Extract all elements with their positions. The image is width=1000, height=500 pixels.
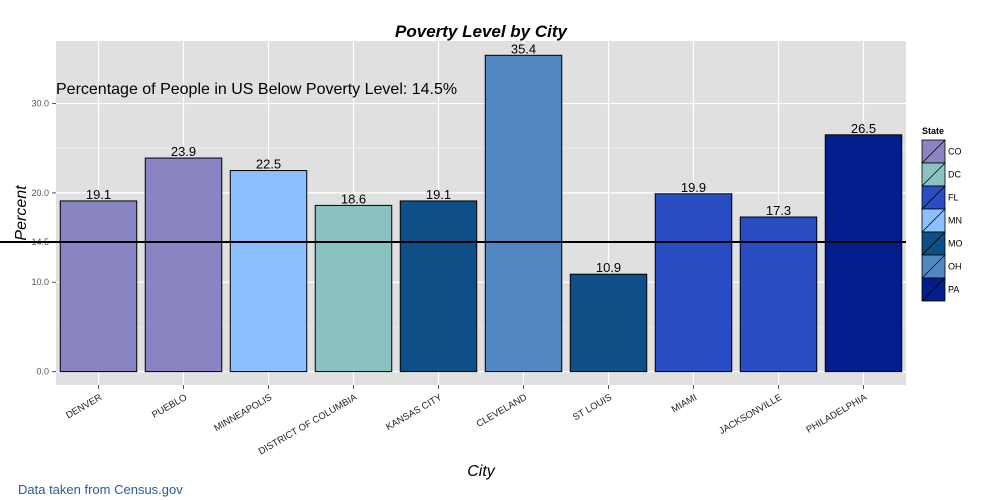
- legend-label: DC: [948, 170, 961, 180]
- legend-swatch-slash: [921, 254, 946, 279]
- chart-title: Poverty Level by City: [395, 22, 569, 41]
- legend-item-mo: MO: [921, 231, 963, 256]
- y-tick-label: 30.0: [31, 99, 49, 109]
- y-tick-label: 0.0: [36, 367, 49, 377]
- bar-value-label: 23.9: [171, 144, 196, 159]
- legend-swatch-slash: [921, 139, 946, 164]
- legend-swatch-slash: [921, 185, 946, 210]
- legend-item-co: CO: [921, 139, 962, 164]
- legend-label: OH: [948, 262, 962, 272]
- legend-swatch-slash: [921, 277, 946, 302]
- legend-item-pa: PA: [921, 277, 959, 302]
- x-tick-label: CLEVELAND: [475, 392, 530, 430]
- x-tick-label: ST LOUIS: [571, 392, 614, 423]
- bar-value-label: 17.3: [766, 203, 791, 218]
- x-tick-label: MINNEAPOLIS: [212, 392, 274, 434]
- bar-cleveland: [484, 54, 563, 373]
- legend-label: PA: [948, 285, 959, 295]
- x-tick-label: KANSAS CITY: [384, 392, 444, 433]
- bar-district-of-columbia: [314, 204, 393, 373]
- legend-swatch-slash: [921, 231, 946, 256]
- bar-denver: [59, 200, 138, 373]
- x-tick-label: DENVER: [64, 392, 104, 421]
- x-axis-title: City: [467, 463, 496, 480]
- bar-value-label: 19.9: [681, 180, 706, 195]
- legend-item-oh: OH: [921, 254, 962, 279]
- source-note: Data taken from Census.gov: [18, 482, 183, 497]
- y-axis: 0.010.014.520.030.0: [31, 99, 56, 377]
- bar-pueblo: [144, 157, 223, 373]
- legend-label: MO: [948, 239, 963, 249]
- x-tick-label: PUEBLO: [150, 392, 189, 421]
- bar-minneapolis: [229, 170, 308, 373]
- bar-value-label: 10.9: [596, 260, 621, 275]
- x-tick-label: MIAMI: [670, 392, 699, 415]
- legend-item-fl: FL: [921, 185, 959, 210]
- bar-jacksonville: [739, 216, 818, 373]
- legend-label: CO: [948, 147, 962, 157]
- legend-label: FL: [948, 193, 959, 203]
- legend-item-mn: MN: [921, 208, 962, 233]
- x-tick-label: PHILADELPHIA: [805, 392, 870, 436]
- bar-value-label: 19.1: [426, 187, 451, 202]
- legend-swatch-slash: [921, 162, 946, 187]
- legend: State CO DC FL MN MO OH PA: [921, 126, 963, 302]
- y-tick-label: 20.0: [31, 188, 49, 198]
- legend-swatch-slash: [921, 208, 946, 233]
- legend-title: State: [922, 126, 944, 136]
- bar-value-label: 19.1: [86, 187, 111, 202]
- legend-label: MN: [948, 216, 962, 226]
- bar-value-label: 22.5: [256, 157, 281, 172]
- bar-philadelphia: [824, 134, 903, 373]
- y-tick-label: 10.0: [31, 277, 49, 287]
- bar-st-louis: [569, 273, 648, 373]
- bar-value-label: 18.6: [341, 191, 366, 206]
- legend-item-dc: DC: [921, 162, 961, 187]
- data-labels: 19.1 23.9 22.5 18.6 19.1 35.4 10.9 19.9 17.3 26.5: [86, 41, 876, 275]
- bar-kansas-city: [399, 200, 478, 373]
- bar-miami: [654, 193, 733, 373]
- bar-value-label: 26.5: [851, 121, 876, 136]
- y-axis-title: Percent: [13, 185, 30, 241]
- bar-value-label: 35.4: [511, 41, 536, 56]
- poverty-annotation: Percentage of People in US Below Poverty…: [56, 81, 457, 98]
- x-tick-label: JACKSONVILLE: [717, 392, 784, 437]
